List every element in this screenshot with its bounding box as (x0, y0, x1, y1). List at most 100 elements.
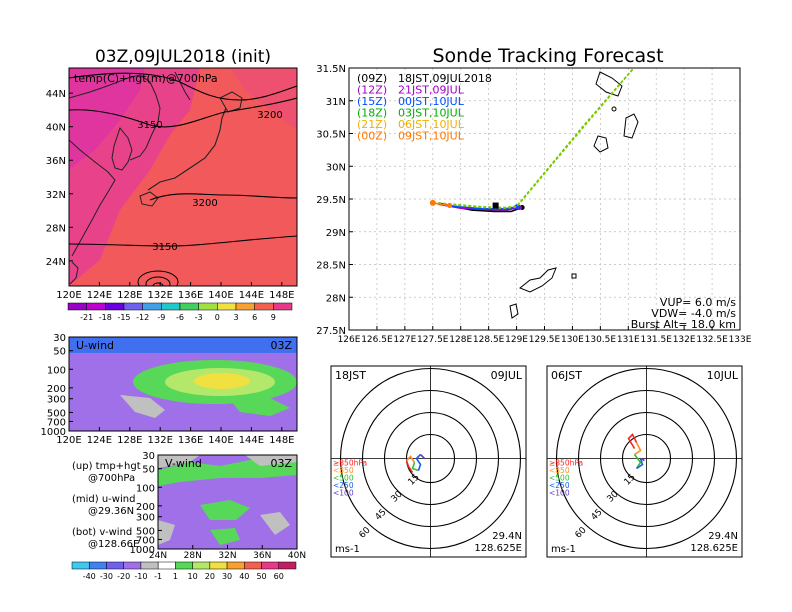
colorbar-swatch (157, 561, 176, 570)
y-tick-label: 40N (46, 123, 66, 134)
x-tick-label: 144E (239, 290, 264, 301)
coastline-amami-oshima (519, 267, 557, 293)
note-sub: @29.36N (88, 506, 134, 517)
x-tick-label: 128.5E (473, 335, 505, 345)
x-tick-label: 132E (147, 290, 172, 301)
colorbar-swatch (140, 561, 159, 570)
level-label: <500 (549, 474, 570, 483)
coastline-islet (611, 106, 617, 112)
hodograph-trace (633, 454, 642, 469)
level-label: ≥850hPa (549, 459, 583, 468)
x-tick-label: 148E (269, 435, 294, 446)
height-contour-low (137, 270, 179, 286)
colorbar-swatch (192, 561, 211, 570)
y-tick-label: 30.5N (316, 130, 346, 141)
x-tick-label: 127.5E (417, 335, 449, 345)
colorbar-label: 9 (271, 313, 276, 322)
note-head: (bot) v-wind (72, 527, 132, 538)
x-tick-label: 132.5E (696, 335, 728, 345)
height-contour-low (152, 282, 164, 286)
height-contour (69, 97, 297, 128)
colorbar-swatch (244, 561, 262, 570)
colorbar-swatch (226, 561, 245, 570)
x-tick-label: 40N (288, 551, 306, 561)
v-field-green (200, 500, 250, 520)
colorbar-swatch (235, 302, 255, 311)
x-tick-label: 120E (56, 435, 81, 446)
colorbar-label: -6 (176, 313, 184, 322)
param-burst-alt: Burst Alt= 18.0 km (631, 318, 736, 331)
x-tick-label: 129E (505, 335, 528, 345)
u-field-green (230, 398, 290, 416)
temp-map-label: temp(C)+hgt(m)@700hPa (74, 72, 218, 85)
v-wind-label: V-wind (165, 457, 202, 470)
contour-label: 3150 (152, 242, 177, 253)
note-head: (up) tmp+hgt (72, 461, 141, 472)
coastline-kyushu (139, 191, 159, 207)
height-contour (149, 193, 297, 201)
colorbar-label: 20 (205, 572, 215, 581)
track-series-line (438, 68, 635, 209)
colorbar-swatch (86, 302, 106, 311)
note-sub: @700hPa (88, 473, 135, 484)
hodograph-trace (419, 453, 426, 460)
level-label: <100 (549, 489, 570, 498)
x-tick-label: 148E (269, 290, 294, 301)
hodo-lon: 128.625E (690, 543, 738, 554)
level-label: ≥850hPa (333, 459, 367, 468)
x-tick-label: 128E (117, 435, 142, 446)
hodograph-trace (636, 458, 644, 470)
colorbar-label: -1 (154, 572, 162, 581)
colorbar-swatch (123, 302, 143, 311)
y-tick-label: 500 (136, 526, 155, 537)
y-tick-label: 36N (46, 156, 66, 167)
y-tick-label: 100 (47, 365, 66, 376)
u-wind-time: 03Z (270, 339, 292, 352)
y-tick-label: 100 (136, 483, 155, 494)
coastline-kikaijima (571, 273, 577, 279)
coastline-tokunoshima (509, 303, 519, 319)
colorbar-label: 0 (215, 313, 220, 322)
y-tick-label: 1000 (130, 545, 155, 556)
hodograph-trace (634, 442, 642, 456)
x-tick-label: 32N (218, 551, 236, 561)
hodograph-left: 18JST 09JUL≥850hPa<850<500<250<1001530456… (330, 365, 527, 558)
x-tick-label: 133E (729, 335, 752, 345)
colorbar-label: -30 (100, 572, 113, 581)
y-tick-label: 700 (136, 535, 155, 546)
colorbar-label: -21 (80, 313, 93, 322)
coastline-korean-peninsula (111, 126, 133, 171)
colorbar-label: -40 (83, 572, 96, 581)
coastline-china (69, 139, 116, 257)
coastline-sakhalin (174, 71, 191, 101)
x-tick-label: 128E (117, 290, 142, 301)
y-tick-label: 31N (326, 97, 346, 108)
hodograph-trace (405, 460, 414, 473)
x-tick-label: 126.5E (361, 335, 393, 345)
x-tick-label: 130E (561, 335, 584, 345)
y-tick-label: 32N (46, 190, 66, 201)
level-label: <100 (333, 489, 354, 498)
temp-map-frame (68, 67, 298, 287)
colorbar-label: -20 (117, 572, 130, 581)
colorbar-label: 60 (274, 572, 284, 581)
colorbar-swatch (88, 561, 107, 570)
y-tick-label: 31.5N (316, 64, 346, 75)
height-contour (69, 235, 297, 247)
y-tick-label: 200 (136, 502, 155, 513)
legend-time: 21JST,09JUL (398, 84, 465, 97)
v-field-gray (245, 455, 297, 466)
temp-field-cool (69, 68, 145, 170)
x-tick-label: 140E (208, 290, 233, 301)
y-tick-label: 30N (326, 162, 346, 173)
temp-field-ne (230, 68, 297, 130)
hodograph-trace (411, 462, 419, 472)
x-tick-label: 120E (56, 290, 81, 301)
hodo-lat: 29.4N (708, 531, 738, 542)
colorbar-swatch (142, 302, 162, 311)
u-wind-frame (68, 336, 298, 432)
x-tick-label: 126E (338, 335, 361, 345)
note-sub: @128.66E (88, 539, 139, 550)
